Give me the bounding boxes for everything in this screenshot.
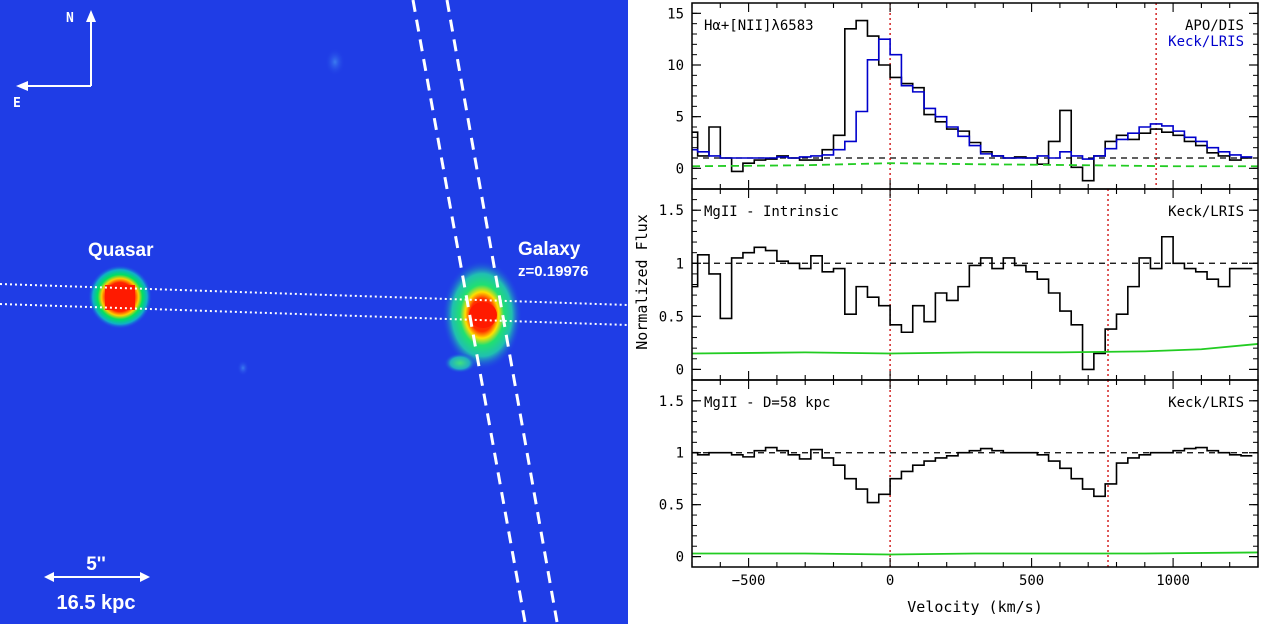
x-tick-label: 0 [886, 573, 894, 589]
panel-title: MgII - Intrinsic [704, 204, 839, 220]
series-line-1 [692, 235, 1253, 371]
quasar-label: Quasar [88, 240, 154, 261]
y-tick-label: 0.5 [659, 309, 684, 325]
scale-angular: 5'' [86, 554, 106, 575]
series-line-2 [692, 343, 1258, 355]
faint-source [237, 360, 249, 376]
scale-physical: 16.5 kpc [57, 592, 136, 614]
east-label: E [13, 96, 21, 111]
x-axis-title: Velocity (km/s) [907, 598, 1042, 616]
x-tick-label: −500 [732, 573, 766, 589]
instrument-label: Keck/LRIS [1168, 395, 1244, 411]
north-label: N [66, 11, 74, 26]
series-line-2 [692, 38, 1253, 160]
y-tick-label: 1 [676, 256, 684, 272]
panel-plot-area [692, 380, 1258, 567]
faint-source [325, 48, 345, 76]
y-tick-label: 0 [676, 550, 684, 566]
x-tick-label: 500 [1019, 573, 1044, 589]
series-line-1 [692, 446, 1253, 504]
panel-title: Hα+[NII]λ6583 [704, 18, 814, 34]
galaxy-slit-right [445, 0, 559, 623]
instrument-label: APO/DIS [1185, 18, 1244, 34]
y-tick-label: 15 [667, 6, 684, 22]
galaxy-redshift: z=0.19976 [518, 263, 588, 280]
galaxy-slit-left [411, 0, 527, 623]
spectrum-panel-2: 0 0.5 1 1.5 MgII - Intrinsic Keck/LRIS [659, 188, 1259, 381]
galaxy-companion-blob [444, 353, 476, 373]
image-svg: N E Quasar Galaxy z=0.19976 5'' 16.5 kpc [0, 0, 629, 624]
y-tick-label: 0 [676, 362, 684, 378]
panel-plot-area [692, 189, 1258, 380]
spectra-figure: Normalized Flux 0 5 10 15 Hα+[NII]λ6583 APO/D… [628, 0, 1269, 626]
scale-bar: 5'' 16.5 kpc [44, 554, 150, 614]
y-tick-label: 0 [676, 161, 684, 177]
y-tick-label: 5 [676, 110, 684, 126]
y-axis-title: Normalized Flux [633, 214, 651, 349]
scale-bar-arrow-right [140, 572, 150, 582]
x-tick-label: 1000 [1156, 573, 1190, 589]
galaxy-label: Galaxy [518, 239, 581, 260]
y-tick-label: 10 [667, 58, 684, 74]
quasar-galaxy-image: N E Quasar Galaxy z=0.19976 5'' 16.5 kpc [0, 0, 629, 624]
series-line-2 [692, 551, 1258, 556]
y-tick-label: 1 [676, 446, 684, 462]
y-tick-label: 0.5 [659, 498, 684, 514]
compass: N E [13, 10, 96, 111]
spectrum-panel-3: 0 0.5 1 1.5 −500 0 500 1000 MgII - D=58 kpc Keck/… [659, 379, 1259, 589]
east-arrowhead [16, 81, 28, 91]
north-arrowhead [86, 10, 96, 22]
scale-bar-arrow-left [44, 572, 54, 582]
y-tick-label: 1.5 [659, 203, 684, 219]
instrument-label: Keck/LRIS [1168, 34, 1244, 50]
y-tick-label: 1.5 [659, 394, 684, 410]
series-line-3 [692, 162, 1258, 168]
panel-plot-area [692, 3, 1258, 189]
galaxy-core [469, 302, 497, 328]
panel-title: MgII - D=58 kpc [704, 395, 830, 411]
instrument-label: Keck/LRIS [1168, 204, 1244, 220]
